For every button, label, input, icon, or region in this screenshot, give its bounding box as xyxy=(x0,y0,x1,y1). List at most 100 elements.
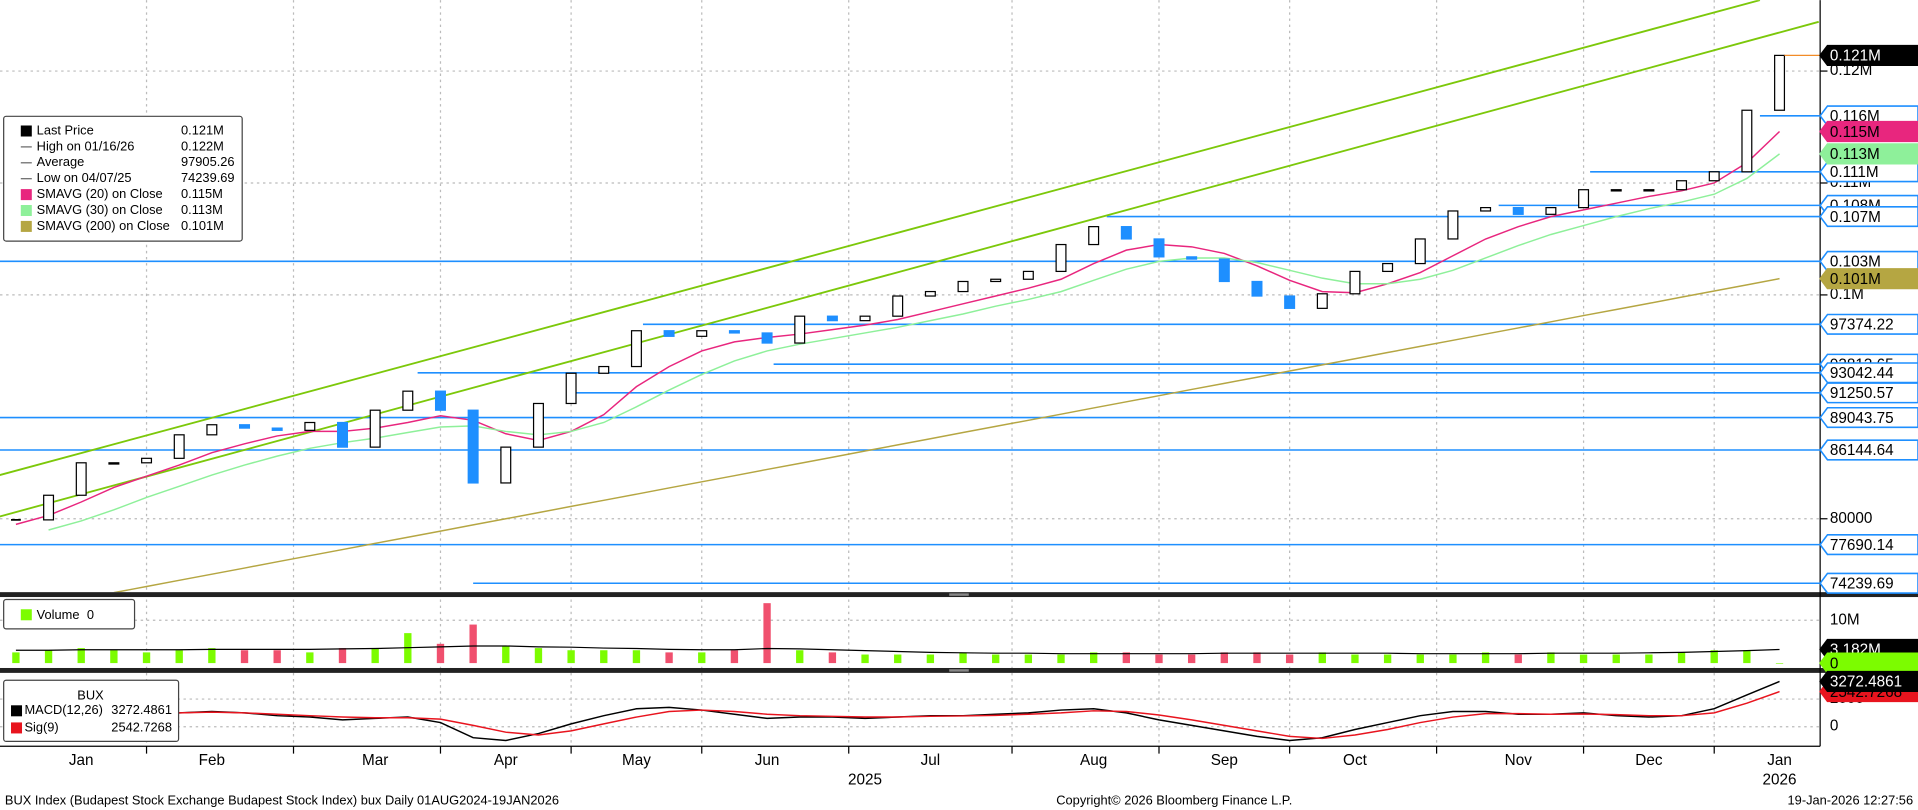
footer-right: 19-Jan-2026 12:27:56 xyxy=(1788,793,1914,808)
volume-bar xyxy=(763,603,771,664)
level-label-box xyxy=(1819,382,1918,404)
candle xyxy=(826,315,838,322)
volume-bar xyxy=(1579,654,1588,664)
volume-bar xyxy=(600,650,608,664)
candle xyxy=(1316,293,1328,309)
candle xyxy=(990,278,1002,283)
macd-axis-label-text: 3272.4861 xyxy=(1830,674,1902,691)
x-tick-label: Aug xyxy=(1080,752,1107,769)
candle xyxy=(1218,258,1230,283)
volume-bar xyxy=(338,648,347,664)
candle xyxy=(1578,189,1590,209)
volume-bar xyxy=(469,624,477,664)
legend-swatch xyxy=(20,220,32,232)
candle xyxy=(794,315,806,344)
volume-bar xyxy=(1318,652,1326,664)
level-label-box xyxy=(1819,534,1918,556)
legend-value: 0 xyxy=(87,607,94,622)
level-label-text: 0.111M xyxy=(1830,164,1879,181)
legend-name: Volume xyxy=(37,607,80,622)
candle xyxy=(43,494,55,521)
macd-legend-box xyxy=(3,679,180,742)
level-label-box xyxy=(1819,362,1918,384)
candle xyxy=(728,330,740,334)
legend-axis-label-box xyxy=(1819,44,1918,66)
separator-handle xyxy=(949,593,969,596)
level-label-box xyxy=(1819,572,1918,594)
level-label: 74239.69 xyxy=(1819,572,1918,594)
volume-bar xyxy=(894,654,902,664)
candle xyxy=(761,332,773,344)
x-tick-label: Feb xyxy=(199,752,225,769)
x-year-label: 2026 xyxy=(1763,772,1797,789)
candle xyxy=(924,290,936,297)
volume-bar xyxy=(1024,654,1033,664)
volume-bar xyxy=(534,648,543,664)
legend-axis-label-box xyxy=(1819,268,1918,290)
legend-box xyxy=(3,115,243,242)
level-label-box xyxy=(1819,205,1918,228)
legend-value: 0.115M xyxy=(181,186,223,201)
candle xyxy=(859,315,871,322)
legend-name: SMAVG (20) on Close xyxy=(37,186,163,201)
volume-bar xyxy=(175,650,183,664)
level-label-text: 0.116M xyxy=(1830,108,1880,125)
candle xyxy=(630,330,642,368)
legend-name: High on 01/16/26 xyxy=(37,138,135,153)
x-tick-label: Jul xyxy=(921,752,941,769)
candle xyxy=(75,462,87,496)
volume-bar xyxy=(208,648,216,664)
y-tick-label: 0 xyxy=(1830,718,1838,735)
candle xyxy=(1055,243,1067,273)
x-year-label: 2025 xyxy=(848,772,882,789)
volume-bar xyxy=(1253,652,1261,664)
x-tick-label: Dec xyxy=(1635,752,1663,769)
volume-legend-box xyxy=(3,598,136,630)
volume-bar xyxy=(502,645,510,664)
level-label-text: 77690.14 xyxy=(1830,537,1894,554)
level-label-box xyxy=(1819,313,1918,335)
macd-panel xyxy=(15,680,1780,742)
candle xyxy=(1284,295,1296,309)
volume-bar xyxy=(1743,650,1751,664)
candle xyxy=(1480,207,1492,212)
x-tick-label: Oct xyxy=(1343,752,1368,769)
legend-name: Average xyxy=(37,154,85,169)
volume-bar xyxy=(632,650,641,664)
level-label-text: 93042.44 xyxy=(1830,365,1894,382)
level-label-box xyxy=(1819,439,1918,461)
price-panel xyxy=(0,0,1821,593)
volume-bar xyxy=(926,654,935,664)
legend-axis-label-text: 0.115M xyxy=(1830,124,1880,141)
candle xyxy=(141,457,153,464)
volume-bar xyxy=(273,650,281,664)
volume-bar xyxy=(1547,652,1555,664)
legend-axis-label-box xyxy=(1819,143,1918,165)
candle xyxy=(1349,270,1361,295)
level-label: 0.111M xyxy=(1819,161,1918,183)
volume-bar xyxy=(1514,654,1522,664)
y-tick-label: 10M xyxy=(1830,611,1860,628)
candle xyxy=(1447,210,1459,240)
level-label: 93042.44 xyxy=(1819,362,1918,384)
x-tick-label: Jan xyxy=(1767,752,1792,769)
volume-bar xyxy=(1122,652,1131,664)
legend-axis-label-text: 0.121M xyxy=(1830,48,1881,65)
legend-value: 0.122M xyxy=(181,138,224,153)
legend-axis-label-text: 0.101M xyxy=(1830,271,1881,288)
volume-bar xyxy=(1090,652,1098,664)
volume-bar xyxy=(1220,652,1228,664)
volume-bar xyxy=(992,654,1000,664)
candle xyxy=(1120,226,1132,240)
volume-bar xyxy=(371,648,379,664)
volume-bar xyxy=(730,650,739,664)
volume-bar xyxy=(12,652,20,664)
volume-bar xyxy=(959,652,967,664)
level-label-text: 89043.75 xyxy=(1830,410,1894,427)
legend-axis-label: 0.113M xyxy=(1819,143,1918,165)
candle xyxy=(1512,207,1524,215)
volume-bar xyxy=(1710,650,1718,664)
candle xyxy=(1186,256,1198,260)
level-label-text: 0.107M xyxy=(1830,209,1881,226)
